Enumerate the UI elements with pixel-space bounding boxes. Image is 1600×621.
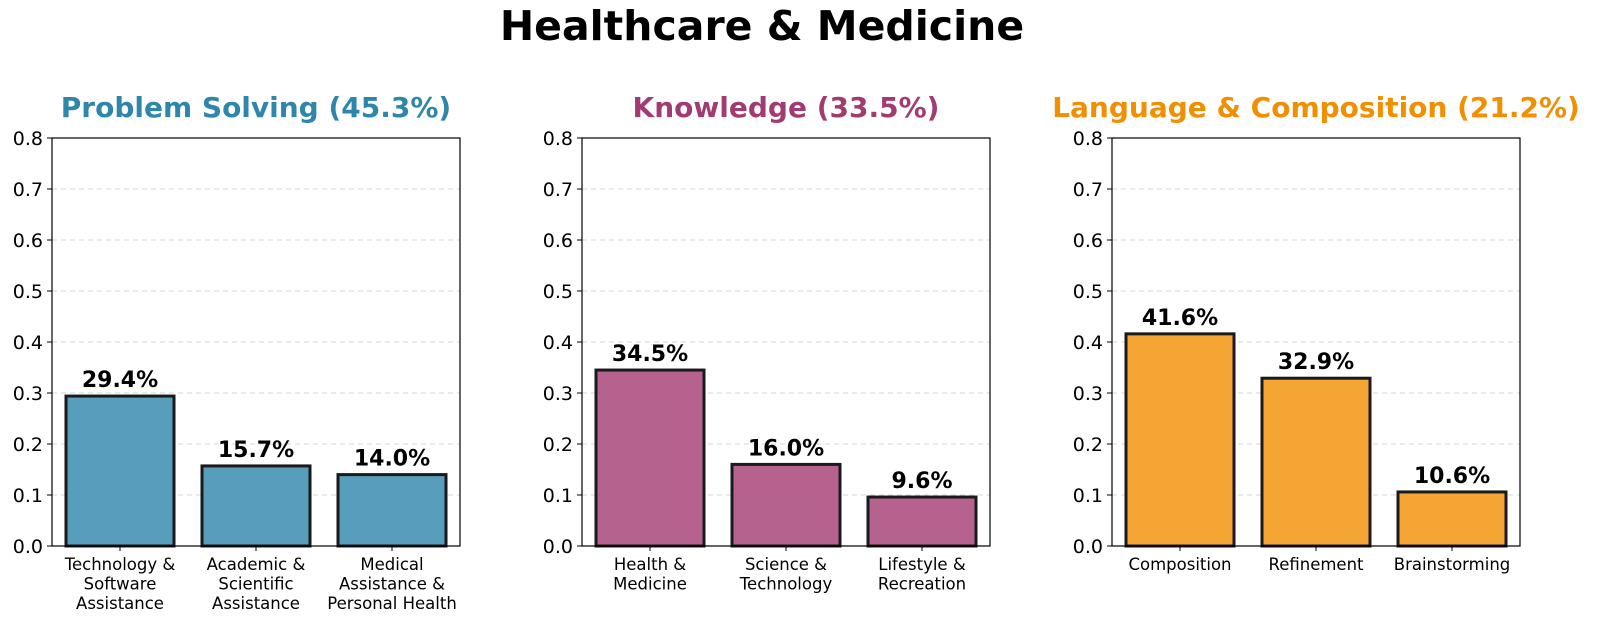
y-tick-label: 0.3: [1073, 383, 1103, 405]
panel-title: Knowledge (33.5%): [633, 91, 940, 124]
x-category-label: Composition: [1128, 555, 1231, 574]
y-tick-label: 0.0: [13, 536, 43, 558]
x-category-label: Academic & Scientific Assistance: [207, 555, 306, 613]
y-tick-label: 0.2: [543, 434, 573, 456]
plot-frame: [51, 137, 461, 547]
x-category-label: Lifestyle & Recreation: [878, 555, 966, 594]
bar: [200, 464, 312, 548]
y-tick-label: 0.6: [13, 230, 43, 252]
bar-value-label: 15.7%: [218, 438, 294, 463]
y-tick-label: 0.8: [13, 128, 43, 150]
bar: [866, 495, 978, 548]
panel-title: Language & Composition (21.2%): [1052, 91, 1580, 124]
y-tick-label: 0.1: [543, 485, 573, 507]
bar: [1124, 332, 1236, 548]
y-tick-label: 0.4: [543, 332, 573, 354]
plot-frame: [1111, 137, 1521, 547]
plot-frame: [581, 137, 991, 547]
y-tick-label: 0.2: [13, 434, 43, 456]
bar-value-label: 10.6%: [1414, 464, 1490, 489]
bar-value-label: 14.0%: [354, 447, 430, 472]
y-tick-label: 0.7: [543, 179, 573, 201]
y-tick-label: 0.8: [1073, 128, 1103, 150]
y-tick-label: 0.6: [1073, 230, 1103, 252]
y-tick-label: 0.3: [543, 383, 573, 405]
y-tick-label: 0.2: [1073, 434, 1103, 456]
y-tick-label: 0.5: [543, 281, 573, 303]
y-tick-label: 0.7: [13, 179, 43, 201]
bar-value-label: 9.6%: [891, 469, 952, 494]
bar-value-label: 41.6%: [1142, 306, 1218, 331]
y-tick-label: 0.7: [1073, 179, 1103, 201]
figure-title: Healthcare & Medicine: [499, 2, 1025, 50]
x-category-label: Medical Assistance & Personal Health: [327, 555, 457, 613]
bar: [1396, 490, 1508, 548]
bar: [64, 394, 176, 548]
y-tick-label: 0.8: [543, 128, 573, 150]
y-tick-label: 0.0: [1073, 536, 1103, 558]
y-tick-label: 0.5: [13, 281, 43, 303]
bar-value-label: 34.5%: [612, 342, 688, 367]
chart-panel-1: Problem Solving (45.3%) 0.0 0.1 0.2 0.3 0.4 0.…: [13, 91, 461, 613]
y-tick-label: 0.0: [543, 536, 573, 558]
panel-title: Problem Solving (45.3%): [61, 91, 451, 124]
bar-value-label: 32.9%: [1278, 350, 1354, 375]
bar: [1260, 376, 1372, 548]
bar: [336, 473, 448, 548]
y-tick-label: 0.1: [1073, 485, 1103, 507]
bar-value-label: 29.4%: [82, 368, 158, 393]
x-category-label: Refinement: [1268, 555, 1364, 574]
y-tick-label: 0.3: [13, 383, 43, 405]
x-category-label: Technology & Software Assistance: [64, 555, 176, 613]
bar: [594, 368, 706, 548]
chart-panel-3: Language & Composition (21.2%) 0.0 0.1 0.2 0…: [1052, 91, 1580, 574]
bar-value-label: 16.0%: [748, 436, 824, 461]
x-category-label: Science & Technology: [739, 555, 833, 594]
y-tick-label: 0.4: [1073, 332, 1103, 354]
y-tick-label: 0.4: [13, 332, 43, 354]
bar: [730, 462, 842, 548]
chart-panel-2: Knowledge (33.5%) 0.0 0.1 0.2 0.3 0.4 0.5 0.6 0.…: [543, 91, 991, 594]
y-tick-label: 0.5: [1073, 281, 1103, 303]
y-tick-label: 0.6: [543, 230, 573, 252]
y-tick-label: 0.1: [13, 485, 43, 507]
x-category-label: Health & Medicine: [613, 555, 687, 594]
x-category-label: Brainstorming: [1394, 555, 1511, 574]
